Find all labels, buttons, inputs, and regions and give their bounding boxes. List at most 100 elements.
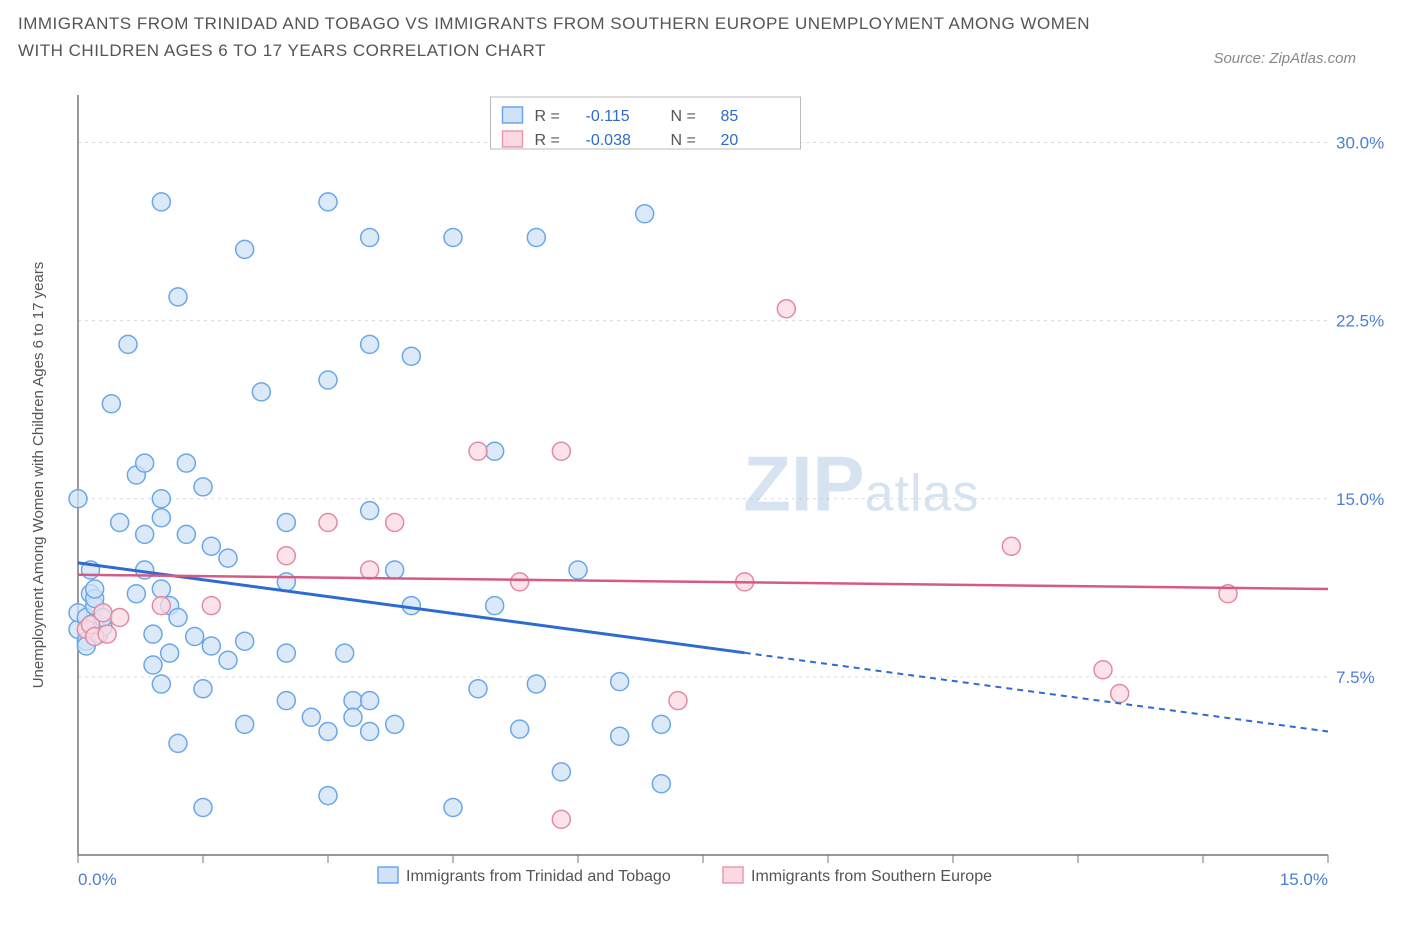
watermark: ZIPatlas: [743, 440, 979, 528]
data-point: [161, 644, 179, 662]
data-point: [277, 692, 295, 710]
y-tick-label: 30.0%: [1336, 134, 1384, 153]
data-point: [152, 490, 170, 508]
data-point: [569, 561, 587, 579]
data-point: [202, 597, 220, 615]
chart-title: IMMIGRANTS FROM TRINIDAD AND TOBAGO VS I…: [18, 10, 1118, 64]
data-point: [611, 673, 629, 691]
data-point: [277, 547, 295, 565]
y-tick-label: 22.5%: [1336, 312, 1384, 331]
data-point: [527, 675, 545, 693]
legend-series-label: Immigrants from Trinidad and Tobago: [406, 868, 671, 885]
legend-series-label: Immigrants from Southern Europe: [751, 868, 992, 885]
data-point: [111, 609, 129, 627]
data-point: [94, 604, 112, 622]
data-point: [219, 549, 237, 567]
data-point: [169, 734, 187, 752]
data-point: [552, 442, 570, 460]
data-point: [361, 723, 379, 741]
data-point: [344, 708, 362, 726]
data-point: [511, 720, 529, 738]
data-point: [302, 708, 320, 726]
data-point: [611, 727, 629, 745]
chart-container: ZIPatlas 0.0% 15.0% 7.5% 15.0% 22.5% 30.0% Unem…: [18, 85, 1388, 912]
data-point: [486, 442, 504, 460]
y-tick-label: 15.0%: [1336, 490, 1384, 509]
x-tick-label: 15.0%: [1280, 870, 1328, 889]
data-point: [144, 656, 162, 674]
data-point: [361, 229, 379, 247]
data-point: [236, 240, 254, 258]
data-point: [169, 609, 187, 627]
data-point: [486, 597, 504, 615]
data-point: [386, 715, 404, 733]
data-point: [319, 723, 337, 741]
data-point: [319, 371, 337, 389]
data-point: [652, 775, 670, 793]
y-tick-label: 7.5%: [1336, 668, 1375, 687]
data-point: [169, 288, 187, 306]
data-point: [277, 514, 295, 532]
header: IMMIGRANTS FROM TRINIDAD AND TOBAGO VS I…: [18, 10, 1386, 64]
data-point: [236, 715, 254, 733]
data-point: [144, 625, 162, 643]
data-point: [86, 580, 104, 598]
data-point: [127, 585, 145, 603]
data-point: [361, 335, 379, 353]
series-pink-points: [77, 300, 1237, 829]
x-tick-label: 0.0%: [78, 870, 117, 889]
data-point: [202, 537, 220, 555]
data-point: [1002, 537, 1020, 555]
series-blue-points: [69, 193, 670, 817]
data-point: [277, 573, 295, 591]
data-point: [361, 561, 379, 579]
data-point: [102, 395, 120, 413]
data-point: [469, 680, 487, 698]
trend-line-blue-dashed: [745, 653, 1328, 732]
legend-r-label: R =: [535, 132, 560, 149]
legend-r-label: R =: [535, 108, 560, 125]
data-point: [336, 644, 354, 662]
data-point: [1094, 661, 1112, 679]
data-point: [152, 580, 170, 598]
data-point: [319, 514, 337, 532]
data-point: [136, 525, 154, 543]
data-point: [177, 525, 195, 543]
data-point: [469, 442, 487, 460]
data-point: [777, 300, 795, 318]
data-point: [444, 799, 462, 817]
legend-n-value: 85: [721, 108, 739, 125]
data-point: [386, 514, 404, 532]
data-point: [119, 335, 137, 353]
data-point: [669, 692, 687, 710]
data-point: [136, 454, 154, 472]
data-point: [194, 799, 212, 817]
data-point: [527, 229, 545, 247]
data-point: [219, 651, 237, 669]
legend-r-value: -0.115: [586, 108, 630, 125]
data-point: [344, 692, 362, 710]
data-point: [511, 573, 529, 591]
data-point: [386, 561, 404, 579]
data-point: [236, 632, 254, 650]
data-point: [402, 347, 420, 365]
data-point: [252, 383, 270, 401]
y-axis-title: Unemployment Among Women with Children A…: [30, 262, 47, 689]
data-point: [152, 675, 170, 693]
data-point: [152, 509, 170, 527]
data-point: [319, 787, 337, 805]
legend-n-value: 20: [721, 132, 739, 149]
legend-swatch: [503, 107, 523, 123]
data-point: [186, 628, 204, 646]
data-point: [652, 715, 670, 733]
data-point: [1111, 685, 1129, 703]
scatter-chart: ZIPatlas 0.0% 15.0% 7.5% 15.0% 22.5% 30.0% Unem…: [18, 85, 1388, 905]
data-point: [361, 502, 379, 520]
data-point: [277, 644, 295, 662]
legend-n-label: N =: [671, 108, 696, 125]
legend-swatch: [378, 867, 398, 883]
source-attribution: Source: ZipAtlas.com: [1213, 50, 1356, 67]
data-point: [319, 193, 337, 211]
data-point: [177, 454, 195, 472]
legend-swatch: [723, 867, 743, 883]
